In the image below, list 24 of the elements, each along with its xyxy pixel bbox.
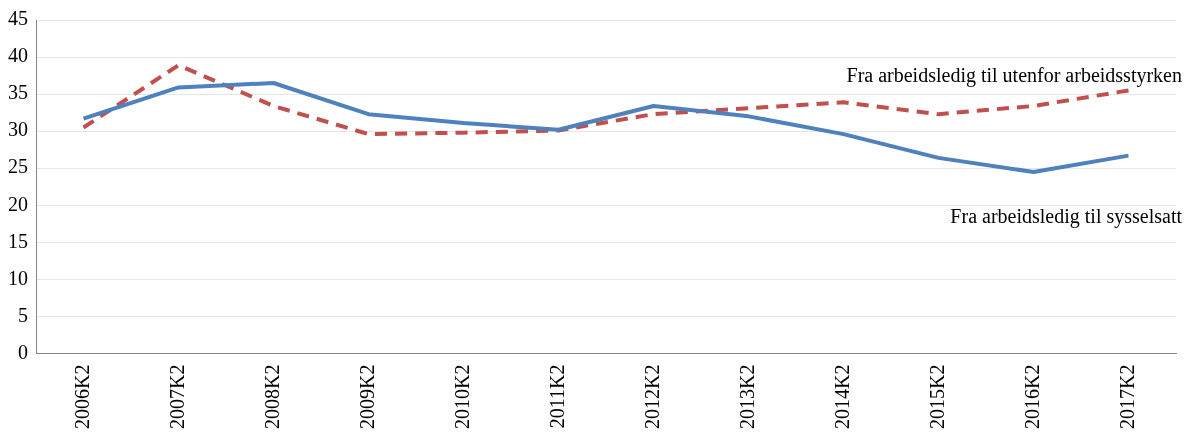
x-tick-label: 2014K2 — [830, 364, 853, 430]
x-tick-label: 2011K2 — [545, 364, 568, 429]
x-tick-label: 2012K2 — [640, 364, 663, 430]
y-tick-label: 0 — [18, 340, 28, 363]
y-tick-label: 35 — [8, 81, 28, 104]
y-tick-label: 20 — [8, 192, 28, 215]
x-tick-label: 2010K2 — [450, 364, 473, 430]
y-tick-label: 10 — [8, 266, 28, 289]
y-tick-label: 15 — [8, 229, 28, 252]
y-tick-label: 25 — [8, 155, 28, 178]
x-tick-label: 2008K2 — [260, 364, 283, 430]
text: Fra arbeidsledig til sysselsatt — [950, 204, 1183, 228]
y-tick-label: 30 — [8, 118, 28, 141]
y-tick-label: 40 — [8, 44, 28, 67]
series-label: Fra arbeidsledig til utenfor arbeidsstyrken — [846, 63, 1182, 87]
x-tick-label: 2017K2 — [1115, 364, 1138, 430]
x-tick-label: 2016K2 — [1020, 364, 1043, 430]
y-tick-label: 5 — [18, 303, 28, 326]
y-tick-label: 45 — [8, 7, 28, 30]
x-tick-label: 2006K2 — [70, 364, 93, 430]
x-tick-label: 2015K2 — [925, 364, 948, 430]
x-tick-label: 2013K2 — [735, 364, 758, 430]
x-tick-label: 2007K2 — [165, 364, 188, 430]
x-tick-label: 2009K2 — [355, 364, 378, 430]
